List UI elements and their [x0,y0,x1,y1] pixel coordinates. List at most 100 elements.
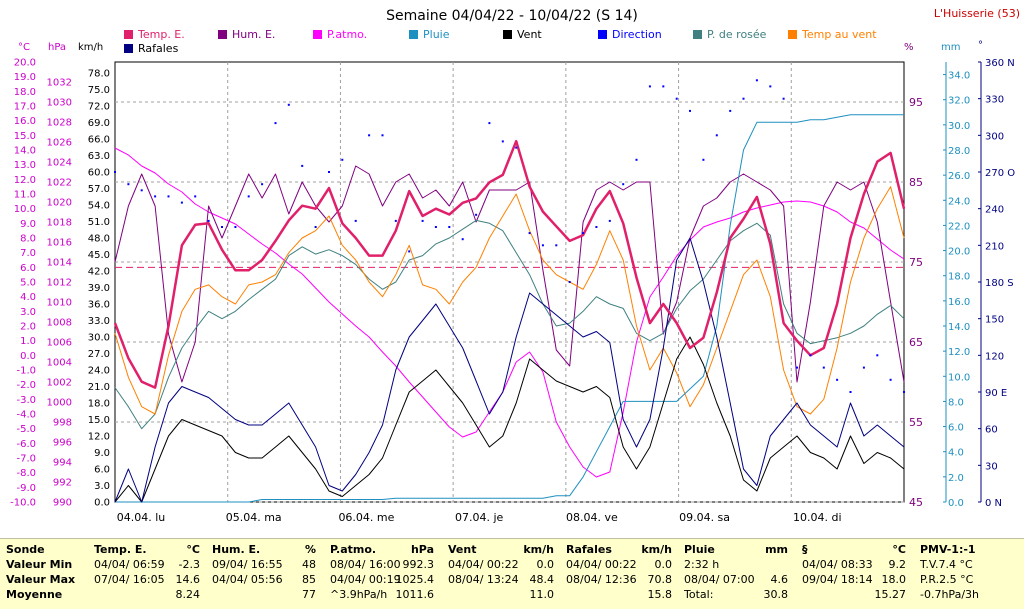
temp-tick-label: -5.0 [16,424,36,435]
x-tick-label: 05.04. ma [226,511,282,524]
gust-series-line [114,237,905,503]
direction-point [221,226,223,228]
stats-patmo-min-val: 992.3 [402,558,435,571]
direction-point [274,122,277,125]
humidity-tick-label: 65 [909,336,923,349]
pressure-tick-label: 1010 [47,298,72,309]
temp-tick-label: 18.0 [14,87,36,98]
stats-hum-min-val: 48 [302,558,316,571]
pressure-tick-label: 992 [53,478,72,489]
temp-tick-label: 17.0 [14,102,36,113]
legend-label: P. de rosée [707,28,767,41]
direction-point [782,97,785,100]
rain-tick-label: 34.0 [948,71,970,82]
stats-hum-title: Hum. E. [212,543,261,556]
stats-hum-unit: % [304,543,316,556]
x-tick-label: 09.04. sa [679,511,730,524]
pressure-series-line [114,147,905,478]
rain-tick-label: 28.0 [948,146,970,157]
stats-rafales-min-date: 04/04/ 00:22 [566,558,637,571]
temp-tick-label: 11.0 [14,190,36,201]
stats-rafales-min-val: 0.0 [654,558,673,571]
temp-tick-label: 2.0 [20,322,36,333]
direction-tick-label: 210 [985,241,1004,252]
direction-point [555,244,558,247]
direction-point [421,219,424,222]
stats-pluie-unit: mm [765,543,788,556]
stats-patmo-max-val: 1025.4 [395,573,435,586]
rain-tick-label: 30.0 [948,121,970,132]
stats-pluie-total: 30.8 [763,588,789,601]
direction-point [381,134,384,137]
stats-temp-min-val: -2.3 [178,558,200,571]
wind-tick-label: 75.0 [88,85,110,96]
stats-rafales-title: Rafales [566,543,612,556]
temp-tick-label: -2.0 [16,380,36,391]
stats-patmo-avg: 1011.6 [395,588,435,601]
direction-point [822,366,825,369]
direction-point [595,226,598,228]
wind-tick-label: 45.0 [88,250,110,261]
stats-temp-max-date: 07/04/ 16:05 [94,573,165,586]
direction-point [368,134,371,137]
wind-series-line [114,336,905,503]
legend-label: Temp au vent [801,28,877,41]
stats-vent-min-val: 0.0 [536,558,555,571]
rain-tick-label: 2.0 [948,473,964,484]
stats-pluie-duration: 2:32 h [684,558,720,571]
direction-point [194,195,197,198]
stats-pluie-total-label: Total: [684,588,714,601]
temp-tick-label: -9.0 [16,483,36,494]
wind-tick-label: 69.0 [88,118,110,129]
x-tick-label: 06.04. me [338,511,394,524]
temp-tick-label: 6.0 [20,263,36,274]
temp-tick-label: 7.0 [20,248,36,259]
stats-hum-min-date: 09/04/ 16:55 [212,558,283,571]
direction-point [501,140,504,143]
pressure-tick-label: 996 [53,438,72,449]
temp-tick-label: 1.0 [20,336,36,347]
pressure-tick-label: 1030 [47,98,72,109]
pressure-tick-label: 1014 [47,258,72,269]
direction-tick-label: 120 [985,351,1004,362]
legend-swatch [598,30,607,39]
stats-sect-avg: 15.27 [874,588,907,601]
direction-tick-label: 180 S [985,278,1014,289]
stats-rafales-avg: 15.8 [647,588,673,601]
direction-tick-label: 240 [985,205,1004,216]
legend-swatch [788,30,797,39]
humidity-tick-label: 45 [909,496,923,509]
windchill-series-line [114,186,905,415]
pressure-tick-label: 1026 [47,138,72,149]
legend-label: Rafales [138,42,179,55]
chart-grid [115,62,904,503]
humidity-unit-label: % [904,42,914,53]
pressure-tick-label: 1004 [47,358,72,369]
chart-title: Semaine 04/04/22 - 10/04/22 (S 14) [386,8,638,24]
wind-tick-label: 18.0 [88,399,110,410]
temp-tick-label: 15.0 [14,131,36,142]
legend-label: Pluie [423,28,450,41]
direction-point [662,85,665,88]
direction-tick-label: 150 [985,315,1004,326]
direction-point [876,354,879,357]
legend-label: Temp. E. [137,28,185,41]
humidity-tick-label: 85 [909,176,923,189]
direction-tick-label: 330 [985,95,1004,106]
direction-point [755,79,758,82]
wind-tick-label: 0.0 [94,498,110,509]
direction-tick-label: 300 [985,131,1004,142]
x-tick-label: 04.04. lu [117,511,166,524]
direction-point [648,85,651,88]
pressure-tick-label: 1028 [47,118,72,129]
legend-swatch [313,30,322,39]
temp-tick-label: 16.0 [14,116,36,127]
stats-sect-max-date: 09/04/ 18:14 [802,573,873,586]
wind-tick-label: 12.0 [88,432,110,443]
rain-tick-label: 6.0 [948,423,964,434]
rain-tick-label: 12.0 [948,347,970,358]
legend-swatch [503,30,512,39]
direction-point [889,378,892,381]
temp-tick-label: -1.0 [16,366,36,377]
pressure-tick-label: 994 [53,458,72,469]
